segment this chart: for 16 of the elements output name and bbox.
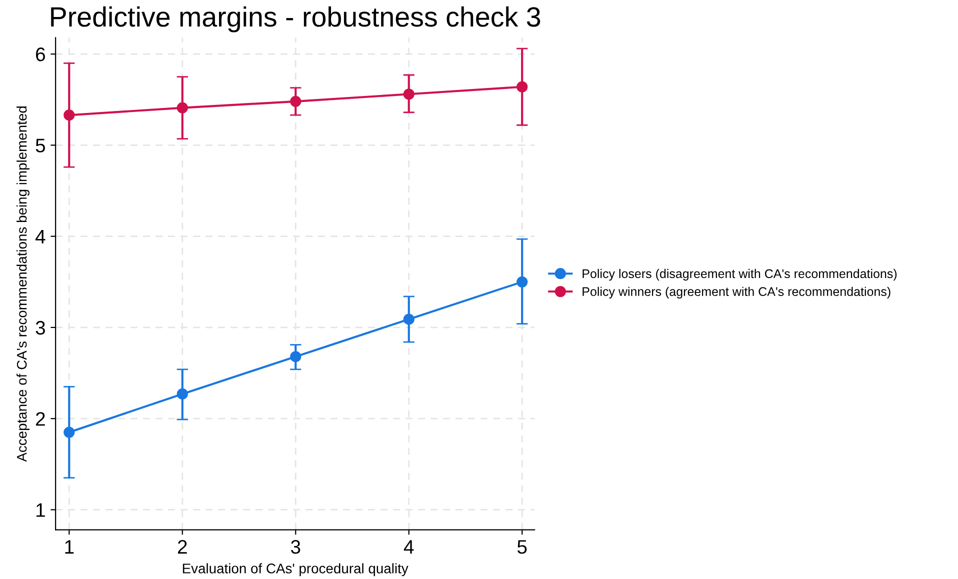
x-axis-title: Evaluation of CAs' procedural quality bbox=[182, 563, 408, 576]
x-tick-label: 2 bbox=[178, 540, 187, 554]
y-tick-label: 5 bbox=[36, 138, 46, 152]
chart-title: Predictive margins - robustness check 3 bbox=[51, 6, 540, 32]
y-tick-label: 1 bbox=[36, 503, 45, 517]
x-tick-label: 4 bbox=[404, 540, 414, 554]
y-tick-label: 3 bbox=[36, 320, 45, 335]
y-tick-label: 4 bbox=[35, 230, 46, 244]
y-tick-label: 2 bbox=[36, 412, 45, 426]
legend-label: Policy winners (agreement with CA's recommendations) bbox=[582, 286, 890, 298]
y-axis-title: Acceptance of CA's recommendations being implemented bbox=[16, 106, 30, 462]
x-tick-label: 3 bbox=[290, 540, 300, 554]
x-tick-label: 1 bbox=[65, 540, 74, 554]
legend-label: Policy losers (disagreement with CA's recommendations) bbox=[582, 268, 897, 281]
y-tick-label: 6 bbox=[36, 48, 45, 62]
x-tick-label: 5 bbox=[517, 540, 527, 554]
